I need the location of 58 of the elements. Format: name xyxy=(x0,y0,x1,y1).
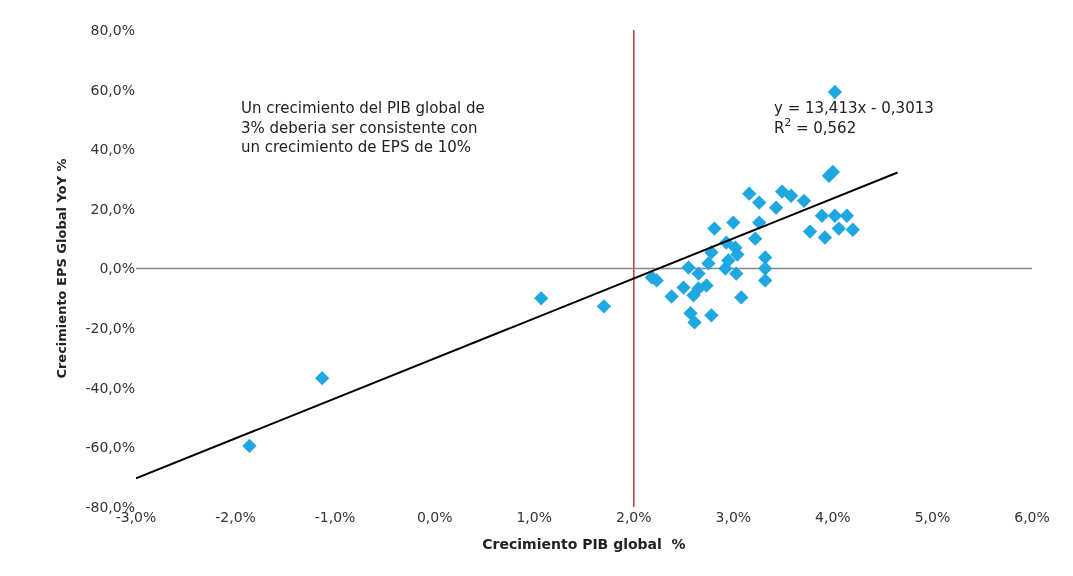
y-tick-label: -40,0% xyxy=(85,379,135,396)
point xyxy=(802,224,818,239)
point xyxy=(701,256,716,271)
point xyxy=(814,208,830,223)
point xyxy=(758,261,773,276)
point xyxy=(729,266,744,281)
x-tick-label: 3,0% xyxy=(715,509,752,525)
point xyxy=(783,188,799,203)
point xyxy=(768,200,784,215)
point xyxy=(734,290,749,305)
point xyxy=(664,289,679,304)
point xyxy=(827,208,843,223)
point xyxy=(718,261,733,276)
point xyxy=(758,273,773,288)
point xyxy=(831,221,847,236)
x-tick-label: -1,0% xyxy=(314,509,356,525)
point xyxy=(726,215,741,230)
point xyxy=(242,438,257,454)
point xyxy=(774,184,790,199)
point xyxy=(752,195,767,210)
point xyxy=(315,371,330,386)
y-tick-label: -20,0% xyxy=(85,320,135,337)
point xyxy=(817,230,833,245)
y-tick-label: 20,0% xyxy=(90,200,135,217)
point xyxy=(704,308,719,323)
point xyxy=(758,250,773,265)
x-tick-label: -2,0% xyxy=(215,509,256,525)
x-tick-label: 0,0% xyxy=(416,509,453,525)
point xyxy=(742,186,757,201)
point xyxy=(825,164,841,180)
point xyxy=(686,288,701,303)
x-tick-label: 6,0% xyxy=(1014,509,1050,525)
point xyxy=(845,222,860,237)
point xyxy=(691,266,706,281)
y-tick-label: 80,0% xyxy=(90,21,135,38)
y-tick-label: -60,0% xyxy=(85,439,135,456)
annotation: y = 13,413x - 0,3013 R$^{2}$ = 0,562 xyxy=(774,99,934,137)
annotation: Un crecimiento del PIB global de 3% deberia ser consistente con un crecimiento de EPS de 10% xyxy=(241,99,485,156)
x-axis-title: Crecimiento PIB global % xyxy=(482,536,686,553)
y-axis-title: Crecimiento EPS Global YoY % xyxy=(54,158,70,379)
point xyxy=(676,280,691,295)
point xyxy=(596,299,612,314)
point xyxy=(839,208,854,223)
point xyxy=(681,260,696,275)
y-tick-label: 60,0% xyxy=(90,81,135,98)
point xyxy=(748,231,763,246)
point xyxy=(687,315,702,330)
x-tick-label: 2,0% xyxy=(615,509,652,525)
point xyxy=(796,193,812,208)
x-tick-label: 5,0% xyxy=(914,509,951,525)
point xyxy=(827,84,843,100)
point xyxy=(534,291,549,306)
y-tick-label: 0,0% xyxy=(99,260,135,277)
point xyxy=(707,221,722,236)
y-tick-label: 40,0% xyxy=(90,141,135,158)
x-tick-label: 1,0% xyxy=(516,509,553,525)
point xyxy=(683,306,698,321)
x-tick-label: 4,0% xyxy=(815,509,851,525)
